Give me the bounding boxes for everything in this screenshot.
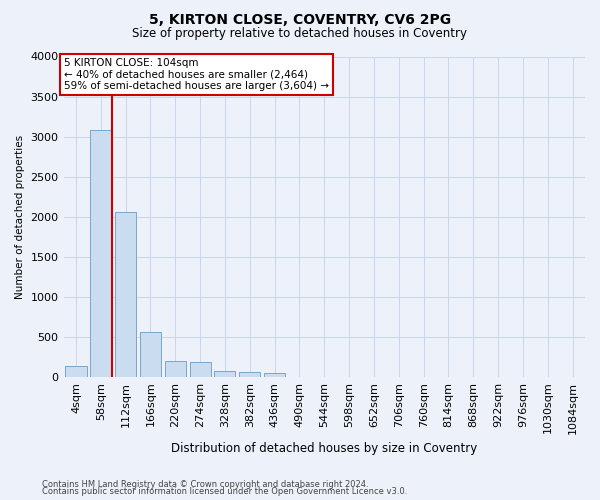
Text: 5, KIRTON CLOSE, COVENTRY, CV6 2PG: 5, KIRTON CLOSE, COVENTRY, CV6 2PG	[149, 12, 451, 26]
Bar	[190, 362, 211, 377]
Bar	[165, 361, 186, 377]
Bar	[264, 373, 285, 377]
Text: Contains HM Land Registry data © Crown copyright and database right 2024.: Contains HM Land Registry data © Crown c…	[42, 480, 368, 489]
Bar	[65, 366, 86, 377]
Bar	[90, 130, 112, 377]
Text: Size of property relative to detached houses in Coventry: Size of property relative to detached ho…	[133, 28, 467, 40]
Text: 5 KIRTON CLOSE: 104sqm
← 40% of detached houses are smaller (2,464)
59% of semi-: 5 KIRTON CLOSE: 104sqm ← 40% of detached…	[64, 58, 329, 92]
Bar	[115, 212, 136, 377]
Y-axis label: Number of detached properties: Number of detached properties	[15, 134, 25, 298]
Bar	[214, 371, 235, 377]
Bar	[239, 372, 260, 377]
Text: Contains public sector information licensed under the Open Government Licence v3: Contains public sector information licen…	[42, 487, 407, 496]
Bar	[140, 332, 161, 377]
X-axis label: Distribution of detached houses by size in Coventry: Distribution of detached houses by size …	[171, 442, 478, 455]
